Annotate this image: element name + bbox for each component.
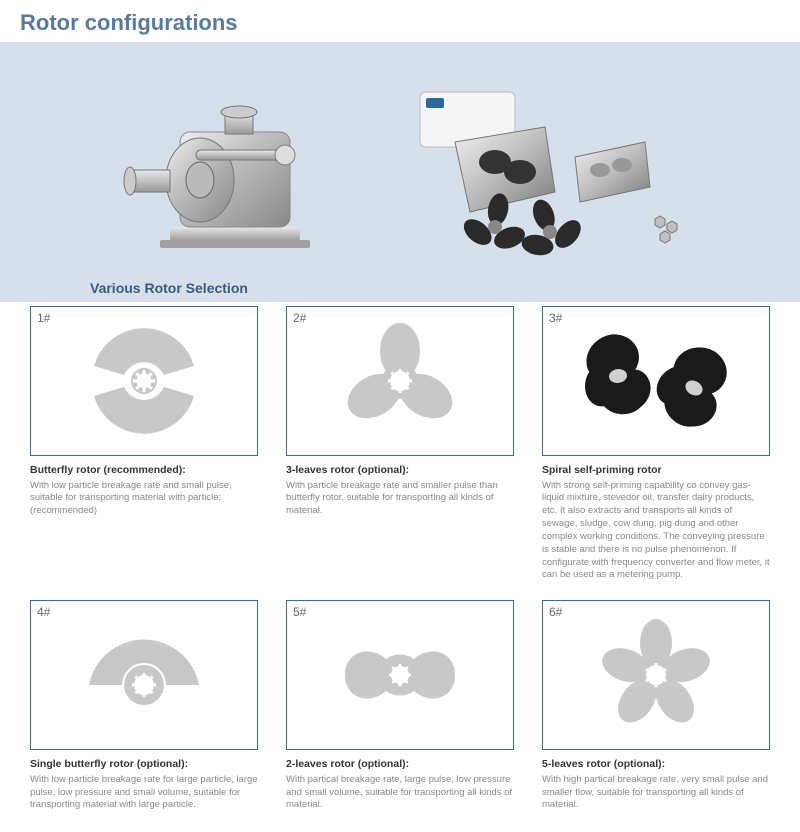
rotor-number: 2#	[293, 311, 306, 325]
rotor-number: 3#	[549, 311, 562, 325]
rotor-number: 1#	[37, 311, 50, 325]
rotor-desc: With partical breakage rate, large pulse…	[286, 774, 514, 812]
rotor-name: Spiral self-priming rotor	[542, 464, 770, 478]
rotor-name: Butterfly rotor (recommended):	[30, 464, 258, 478]
rotor-name: 3-leaves rotor (optional):	[286, 464, 514, 478]
rotor-name: 2-leaves rotor (optional):	[286, 758, 514, 772]
page-title: Rotor configurations	[0, 0, 800, 42]
rotor-cell: 5# 2-leaves rotor (optional):	[286, 600, 514, 812]
rotor-name: 5-leaves rotor (optional):	[542, 758, 770, 772]
rotor-cell: 3# Spiral self-priming rotor With strong…	[542, 306, 770, 582]
pump-assembled-image	[100, 72, 360, 272]
two-leaves-rotor-icon	[330, 625, 470, 725]
rotor-cell: 6#	[542, 600, 770, 812]
rotor-cell: 4# Single butterfly ro	[30, 600, 258, 812]
rotor-name: Single butterfly rotor (optional):	[30, 758, 258, 772]
rotor-cell: 1#	[30, 306, 258, 582]
rotor-desc: With low particle breakage rate for larg…	[30, 774, 258, 812]
three-leaves-rotor-icon	[340, 321, 460, 441]
rotor-grid: 1#	[0, 306, 800, 832]
rotor-number: 6#	[549, 605, 562, 619]
rotor-number: 5#	[293, 605, 306, 619]
pump-exploded-image	[400, 72, 700, 272]
five-leaves-rotor-icon	[596, 615, 716, 735]
rotor-box: 5#	[286, 600, 514, 750]
rotor-desc: With high partical breakage rate, very s…	[542, 774, 770, 812]
rotor-desc: With strong self-priming capability co c…	[542, 480, 770, 583]
rotor-box: 1#	[30, 306, 258, 456]
rotor-desc: With low particle breakage rate and smal…	[30, 480, 258, 518]
rotor-box: 6#	[542, 600, 770, 750]
rotor-number: 4#	[37, 605, 50, 619]
rotor-cell: 2#	[286, 306, 514, 582]
rotor-box: 4#	[30, 600, 258, 750]
spiral-rotor-icon	[556, 316, 756, 446]
single-butterfly-rotor-icon	[79, 620, 209, 730]
hero-band	[0, 42, 800, 302]
rotor-desc: With particle breakage rate and smaller …	[286, 480, 514, 518]
butterfly-rotor-icon	[79, 321, 209, 441]
rotor-box: 2#	[286, 306, 514, 456]
section-title: Various Rotor Selection	[0, 280, 800, 306]
rotor-box: 3#	[542, 306, 770, 456]
